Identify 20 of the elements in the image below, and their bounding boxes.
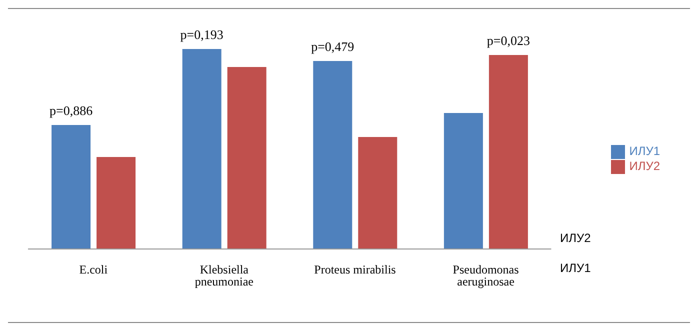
bar [227,67,266,249]
x-tick-label: Klebsiella pneumoniae [194,262,254,289]
annotation: p=0,479 [311,39,354,54]
bar [182,49,222,249]
bar [358,137,398,249]
x-tick-label: Proteus mirabilis [314,262,396,277]
text: ИЛУ1 [560,261,591,275]
x-tick-label: Pseudomonas aeruginosae [452,262,520,289]
text: ИЛУ2 [560,231,591,245]
annotation: p=0,886 [49,103,94,118]
bar [96,157,136,249]
legend-label: ИЛУ2 [629,159,660,173]
text: p=0,023 [486,33,530,48]
bar [313,61,352,249]
text: p=0,193 [180,27,224,42]
legend-label: ИЛУ1 [629,144,660,158]
bar [52,125,91,249]
bar [488,55,528,249]
bar [444,113,483,249]
x-tick-label: E.coli [79,262,108,277]
